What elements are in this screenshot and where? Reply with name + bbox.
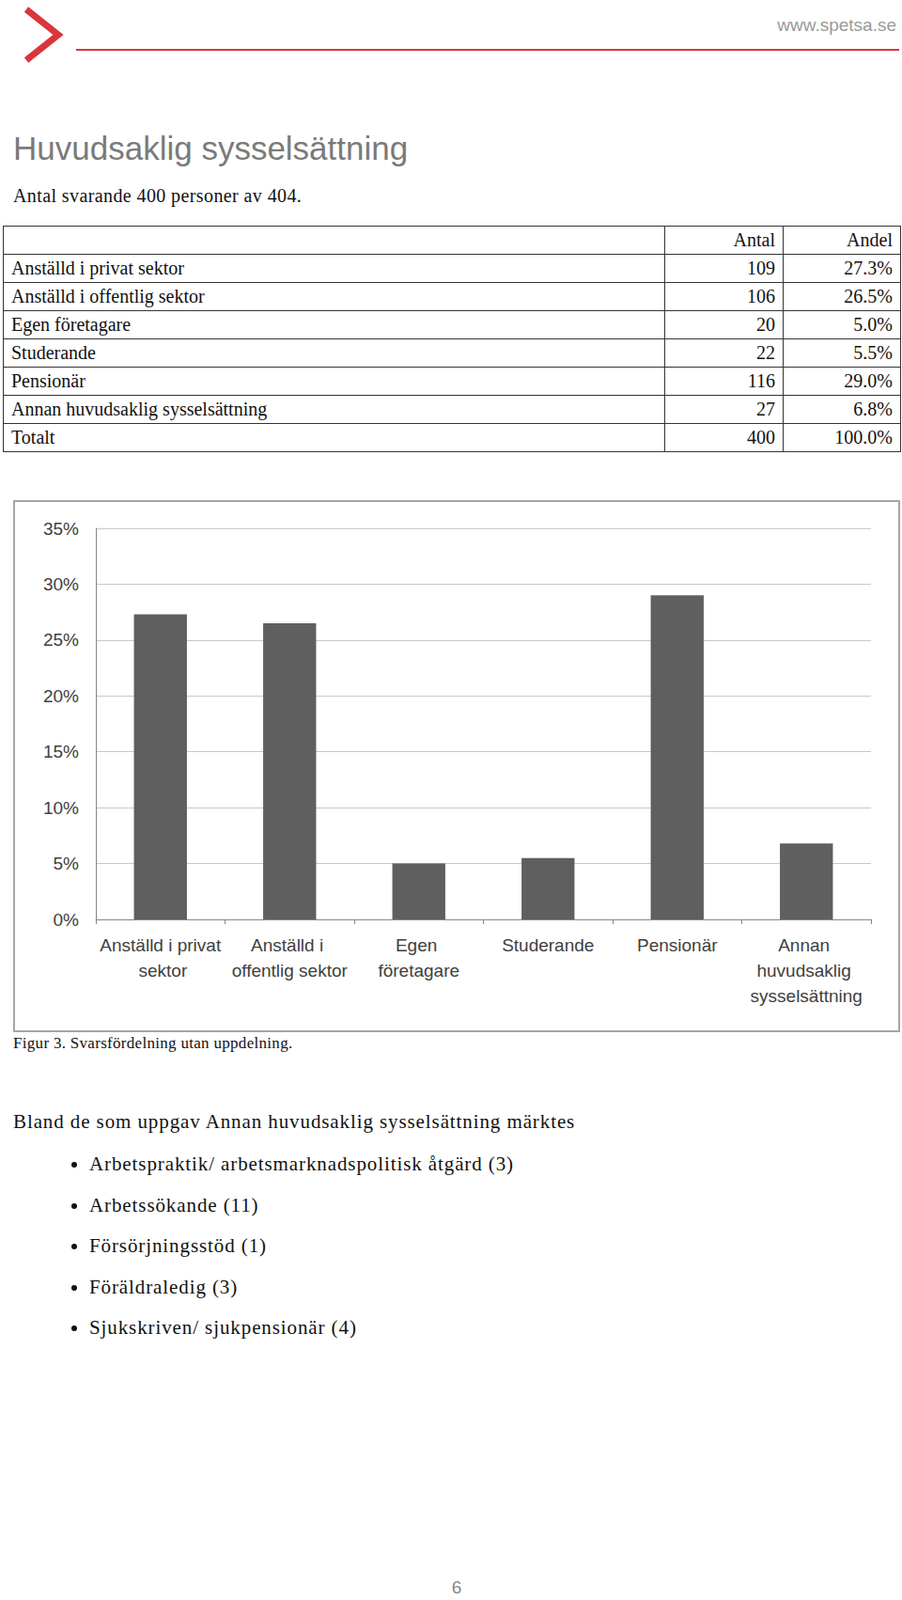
html-text:Försörjningsstöd (1): Försörjningsstöd (1)	[89, 1233, 267, 1257]
html-text:Totalt: Totalt	[11, 426, 55, 448]
svg-text:sysselsättning: sysselsättning	[750, 985, 863, 1006]
svg-text:25%: 25%	[43, 629, 79, 650]
html-text:Anställd i offentlig sektor: Anställd i offentlig sektor	[11, 285, 205, 307]
html-text:Annan huvudsaklig sysselsättni: Annan huvudsaklig sysselsättning	[11, 398, 268, 420]
svg-text:Anställd i privat: Anställd i privat	[99, 934, 222, 955]
html-text:Sjukskriven/ sjukpensionär (4): Sjukskriven/ sjukpensionär (4)	[89, 1315, 357, 1338]
svg-text:5%: 5%	[53, 853, 80, 873]
html-text:22: 22	[756, 342, 776, 363]
html-text:27.3%: 27.3%	[844, 257, 893, 279]
html-text:20: 20	[756, 313, 776, 335]
svg-text:35%: 35%	[43, 518, 79, 539]
html-text:www.spetsa.se: www.spetsa.se	[777, 15, 897, 35]
html-text:5.0%: 5.0%	[853, 313, 893, 335]
html-text:Pensionär: Pensionär	[11, 370, 86, 391]
svg-text:20%: 20%	[43, 685, 79, 706]
html-text:400: 400	[746, 426, 776, 448]
html-text:100.0%: 100.0%	[834, 426, 893, 448]
html-text:Andel: Andel	[846, 229, 893, 250]
html-text:Bland de som uppgav Annan huvu: Bland de som uppgav Annan huvudsaklig sy…	[13, 1109, 576, 1133]
html-text:Studerande: Studerande	[11, 342, 96, 363]
html-text:116: 116	[747, 370, 776, 391]
html-text:Egen företagare: Egen företagare	[11, 313, 131, 335]
html-text:Föräldraledig (3): Föräldraledig (3)	[89, 1274, 238, 1298]
svg-text:15%: 15%	[43, 741, 79, 762]
html-text:26.5%: 26.5%	[844, 285, 893, 307]
svg-text:Pensionär: Pensionär	[637, 934, 718, 955]
svg-text:företagare: företagare	[377, 960, 460, 980]
html-text:109: 109	[746, 257, 776, 279]
html-text:Arbetspraktik/ arbetsmarknadsp: Arbetspraktik/ arbetsmarknadspolitisk åt…	[89, 1151, 514, 1175]
svg-text:Studerande: Studerande	[501, 934, 594, 955]
svg-text:Anställd i: Anställd i	[250, 934, 328, 955]
html-text:Antal svarande 400 personer av: Antal svarande 400 personer av 404.	[13, 185, 302, 206]
svg-text:sektor: sektor	[133, 960, 188, 980]
html-text:106: 106	[746, 285, 776, 307]
svg-text:30%: 30%	[43, 574, 79, 594]
svg-text:offentlig sektor: offentlig sektor	[232, 960, 349, 980]
html-text:27: 27	[756, 398, 776, 420]
svg-text:10%: 10%	[43, 797, 79, 818]
html-text:Huvudsaklig sysselsättning: Huvudsaklig sysselsättning	[13, 129, 408, 167]
svg-text:Egen: Egen	[395, 934, 443, 955]
svg-text:Annan: Annan	[777, 934, 835, 955]
svg-text:huvudsaklig: huvudsaklig	[756, 960, 856, 980]
html-text:Antal: Antal	[733, 229, 776, 250]
html-text:Arbetssökande (11): Arbetssökande (11)	[89, 1192, 259, 1216]
html-text:Anställd i privat sektor: Anställd i privat sektor	[11, 257, 185, 279]
html-text:6.8%: 6.8%	[853, 398, 893, 420]
html-text:6: 6	[451, 1576, 462, 1597]
html-text:5.5%: 5.5%	[853, 342, 893, 363]
html-text:Figur 3. Svarsfördelning utan: Figur 3. Svarsfördelning utan uppdelning…	[13, 1033, 293, 1052]
html-text:29.0%: 29.0%	[844, 370, 893, 391]
svg-text:0%: 0%	[53, 909, 80, 930]
